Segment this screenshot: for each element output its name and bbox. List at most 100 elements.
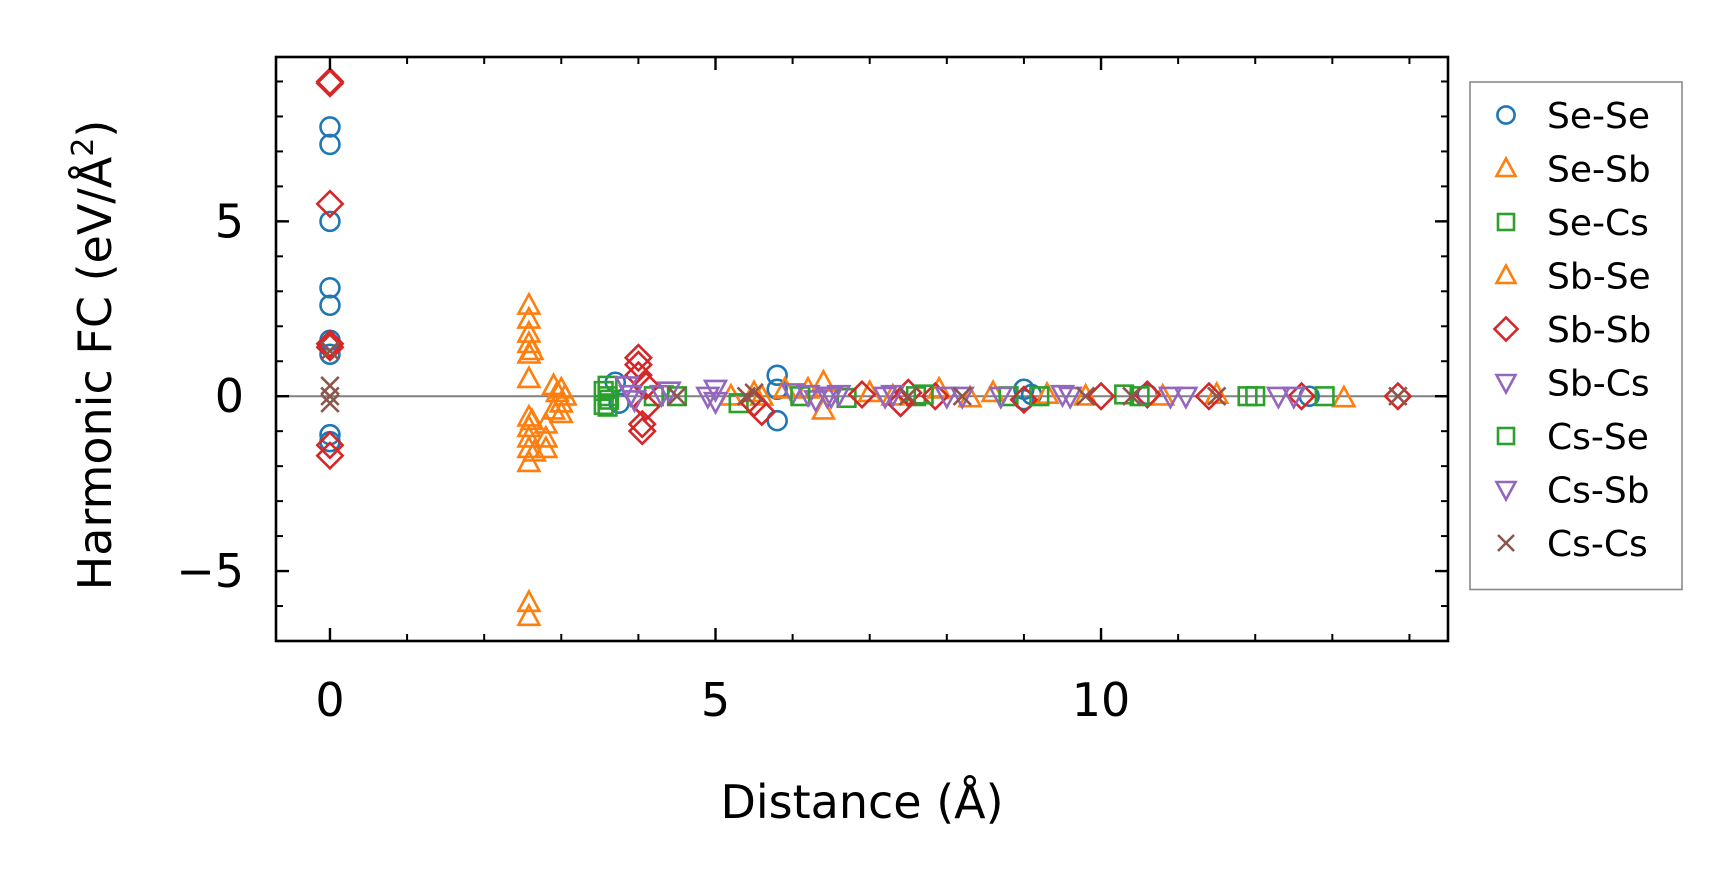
legend-box (1469, 81, 1683, 591)
data-point (744, 382, 764, 403)
data-point (516, 424, 542, 448)
series-se-sb (516, 291, 1357, 627)
data-point (516, 364, 542, 389)
data-point (1287, 381, 1316, 411)
data-point (319, 116, 341, 138)
data-point (826, 384, 852, 409)
data-point (315, 66, 345, 96)
legend-label: Sb-Cs (1547, 364, 1650, 405)
data-point (320, 386, 340, 406)
y-tick-label: −5 (176, 544, 244, 598)
data-point (519, 337, 545, 361)
data-point (1206, 386, 1227, 406)
data-point (695, 386, 721, 410)
legend-label: Sb-Sb (1547, 310, 1651, 351)
legend-label: Cs-Se (1547, 417, 1649, 458)
legend-marker (1496, 105, 1516, 125)
y-axis-label-close: ) (68, 120, 122, 138)
y-tick-label: 5 (215, 194, 244, 248)
data-point (533, 434, 559, 459)
data-point (1157, 386, 1184, 410)
x-tick-label: 0 (315, 673, 344, 727)
data-point (593, 394, 614, 416)
data-point (319, 133, 341, 156)
data-point (516, 291, 542, 315)
data-point (988, 386, 1014, 410)
legend-label: Cs-Sb (1547, 471, 1650, 512)
legend-marker (1494, 155, 1518, 178)
data-point (315, 68, 345, 98)
data-point (898, 386, 918, 406)
data-point (623, 360, 653, 390)
data-point (521, 438, 547, 462)
data-point (544, 378, 571, 403)
series-cs-sb (621, 381, 1292, 414)
data-point (880, 384, 906, 409)
data-point (667, 386, 687, 406)
data-point (1173, 386, 1199, 410)
data-point (980, 378, 1006, 403)
data-point (319, 277, 341, 299)
data-point (1245, 386, 1266, 407)
legend-marker (1494, 373, 1518, 396)
data-point (593, 380, 614, 402)
data-point (779, 383, 806, 407)
data-point (702, 379, 729, 403)
data-point (766, 364, 788, 386)
data-point (533, 424, 559, 448)
x-tick-label: 10 (1072, 673, 1131, 727)
legend-item: Se-Sb (1494, 150, 1651, 191)
legend-item: Sb-Sb (1492, 310, 1651, 351)
legend-item: Cs-Sb (1494, 471, 1650, 512)
data-point (315, 189, 345, 219)
x-tick-label: 5 (701, 673, 730, 727)
plot-area (276, 66, 1448, 627)
series-sb-sb (315, 66, 1413, 471)
data-point (621, 390, 648, 414)
data-point (920, 381, 950, 411)
data-point (319, 343, 341, 366)
legend-marker (1492, 315, 1520, 343)
data-point (315, 441, 345, 471)
data-point (631, 371, 661, 401)
data-point (552, 382, 578, 406)
data-point (516, 305, 542, 329)
series-se-cs (597, 375, 1335, 417)
legend-item: Sb-Cs (1494, 364, 1650, 405)
legend-label: Se-Cs (1547, 203, 1649, 244)
legend-label: Se-Sb (1547, 150, 1651, 191)
data-point (913, 384, 934, 405)
legend-label: Sb-Se (1547, 257, 1651, 298)
data-point (1029, 386, 1050, 407)
data-points (315, 66, 1413, 627)
data-point (872, 386, 898, 410)
data-point (597, 375, 618, 396)
data-point (1150, 382, 1176, 406)
data-point (728, 393, 749, 414)
legend-marker (1494, 480, 1518, 503)
legend: Se-Se Se-Sb Se-Cs Sb-Se Sb-Sb Sb-Cs Cs-Se Cs-Sb… (1469, 81, 1683, 591)
data-point (934, 386, 960, 410)
data-point (1075, 386, 1096, 406)
legend-item: Se-Cs (1496, 203, 1649, 244)
data-point (315, 329, 345, 359)
legend-marker (1496, 212, 1516, 232)
legend-item: Se-Se (1496, 96, 1650, 137)
data-point (949, 386, 975, 410)
data-point (814, 386, 840, 410)
legend-label: Se-Se (1547, 96, 1650, 137)
data-point (315, 430, 345, 460)
data-point (1057, 386, 1083, 410)
data-point (519, 406, 545, 431)
y-axis-label: Harmonic FC (eV/Å2) (66, 120, 122, 591)
data-point (319, 210, 341, 233)
legend-marker (1497, 534, 1515, 552)
data-point (320, 341, 340, 361)
data-point (766, 409, 788, 432)
axes: 0 5 10 −5 0 5 (176, 55, 1450, 727)
data-point (320, 393, 340, 413)
data-point (847, 379, 877, 409)
data-point (795, 384, 821, 409)
x-axis-label: Distance (Å) (720, 775, 1003, 829)
data-point (1383, 381, 1413, 411)
